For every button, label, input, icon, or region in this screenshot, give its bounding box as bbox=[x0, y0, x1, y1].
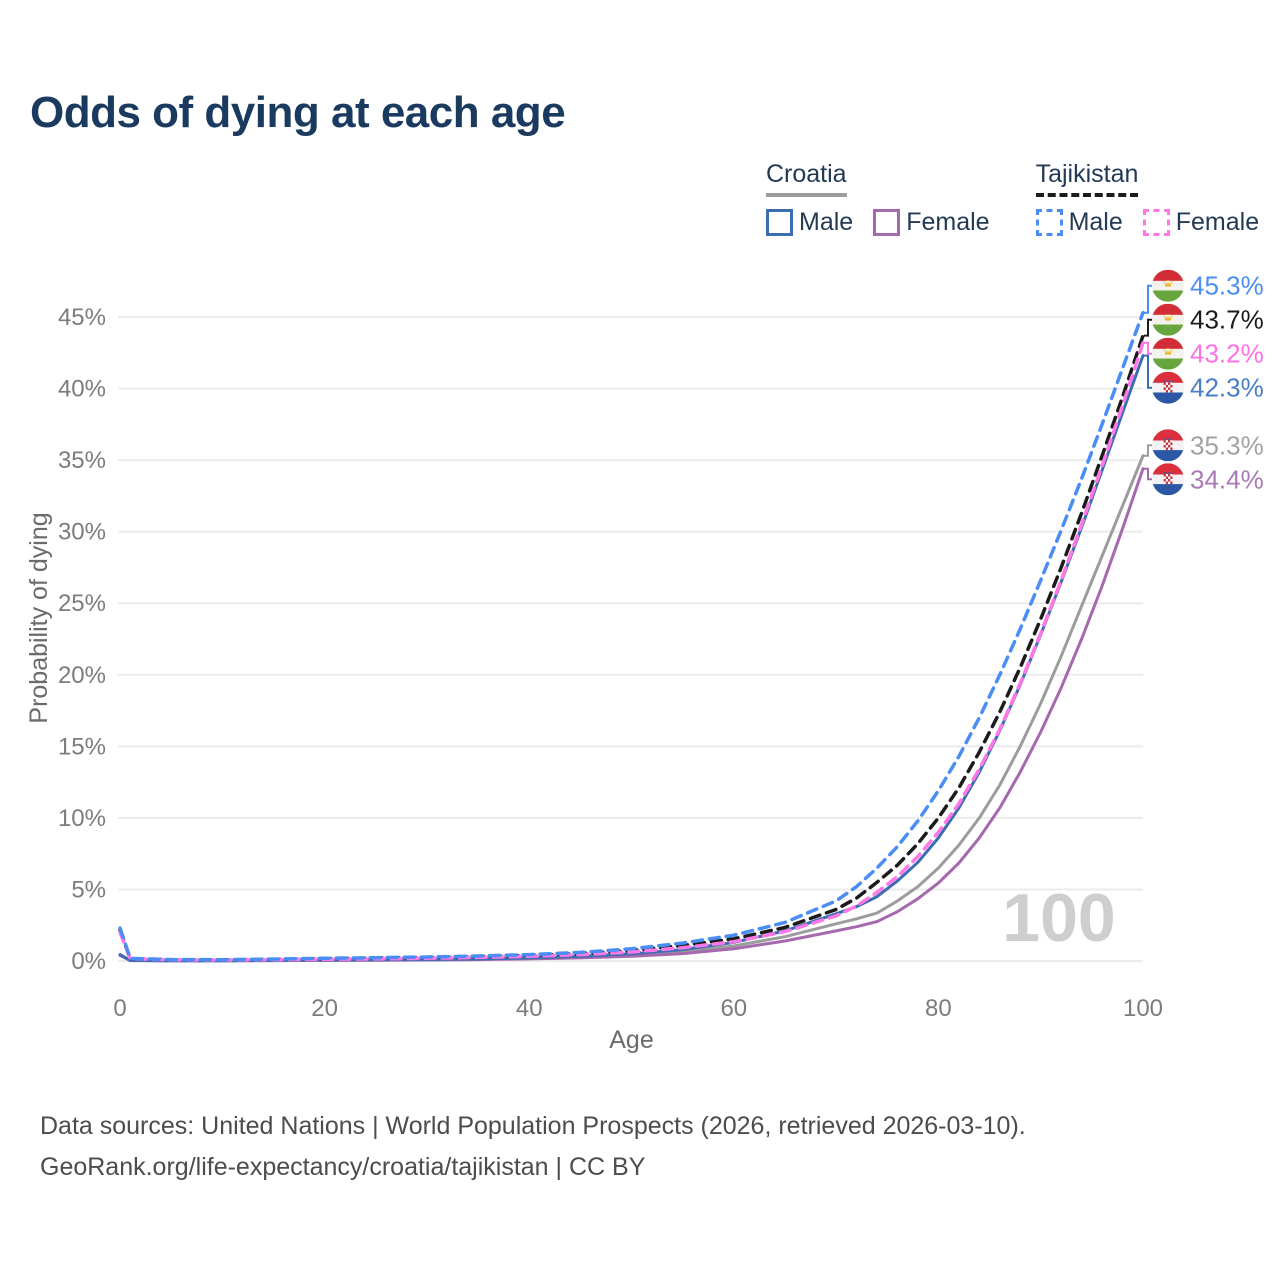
legend-tajikistan-male[interactable]: Male bbox=[1035, 208, 1123, 237]
y-tick-35: 35% bbox=[58, 447, 106, 474]
legend-croatia-female-label: Female bbox=[906, 208, 990, 236]
chart-footer: Data sources: United Nations | World Pop… bbox=[40, 1106, 1026, 1188]
age-watermark: 100 bbox=[1002, 880, 1115, 956]
attribution-line: GeoRank.org/life-expectancy/croatia/taji… bbox=[40, 1153, 646, 1181]
series-line-tajikistan-female[interactable] bbox=[118, 341, 1145, 962]
label-connector-tajikistan-male bbox=[1144, 284, 1152, 314]
croatia-flag-icon bbox=[1152, 429, 1184, 461]
x-tick-0: 0 bbox=[113, 995, 126, 1022]
end-label-croatia-male: 42.3% bbox=[1190, 373, 1264, 403]
croatia-flag-icon bbox=[1152, 372, 1184, 404]
y-tick-30: 30% bbox=[58, 519, 106, 546]
y-axis-title: Probability of dying bbox=[25, 512, 53, 723]
y-tick-10: 10% bbox=[58, 805, 106, 832]
series-line-croatia-male[interactable] bbox=[118, 354, 1145, 963]
croatia-male-swatch[interactable] bbox=[766, 209, 793, 236]
x-axis-title: Age bbox=[609, 1026, 653, 1054]
croatia-female-swatch[interactable] bbox=[873, 209, 901, 236]
x-tick-60: 60 bbox=[720, 995, 747, 1022]
y-tick-25: 25% bbox=[58, 590, 106, 617]
data-sources-line: Data sources: United Nations | World Pop… bbox=[40, 1112, 1026, 1140]
legend-tajikistan-male-label: Male bbox=[1068, 208, 1123, 236]
x-tick-100: 100 bbox=[1123, 995, 1163, 1022]
legend-croatia-female[interactable]: Female bbox=[873, 208, 990, 237]
legend-tajikistan-title: Tajikistan bbox=[1035, 160, 1139, 197]
legend-tajikistan-female-label: Female bbox=[1175, 208, 1260, 236]
series-line-tajikistan-both[interactable] bbox=[118, 333, 1145, 962]
label-connector-croatia-male bbox=[1144, 354, 1152, 389]
end-label-croatia-female: 34.4% bbox=[1190, 464, 1264, 494]
x-tick-40: 40 bbox=[516, 995, 543, 1022]
x-tick-20: 20 bbox=[311, 995, 338, 1022]
tajikistan-flag-icon bbox=[1152, 304, 1184, 336]
label-connector-tajikistan-female bbox=[1144, 341, 1152, 355]
end-label-tajikistan-both: 43.7% bbox=[1190, 305, 1264, 335]
legend-croatia-male[interactable]: Male bbox=[766, 208, 853, 237]
y-tick-20: 20% bbox=[58, 662, 106, 689]
tajikistan-flag-icon bbox=[1152, 270, 1184, 302]
label-connector-croatia-female bbox=[1144, 467, 1152, 481]
end-label-croatia-both: 35.3% bbox=[1190, 430, 1264, 460]
y-tick-40: 40% bbox=[58, 376, 106, 403]
series-line-croatia-female[interactable] bbox=[118, 467, 1145, 963]
page-title: Odds of dying at each age bbox=[30, 88, 566, 137]
legend-croatia-male-label: Male bbox=[799, 208, 854, 236]
croatia-flag-icon bbox=[1152, 463, 1184, 495]
legend-croatia-title: Croatia bbox=[766, 160, 847, 197]
y-tick-0: 0% bbox=[71, 948, 106, 975]
end-label-tajikistan-female: 43.2% bbox=[1190, 339, 1264, 369]
series-line-tajikistan-male[interactable] bbox=[118, 310, 1145, 962]
y-tick-5: 5% bbox=[71, 876, 106, 903]
tajikistan-female-swatch[interactable] bbox=[1142, 209, 1170, 236]
legend-group-croatia: Croatia Male Female bbox=[766, 160, 990, 237]
tajikistan-male-swatch[interactable] bbox=[1035, 209, 1063, 236]
label-connector-tajikistan-both bbox=[1144, 318, 1152, 337]
y-tick-45: 45% bbox=[58, 304, 106, 331]
chart-legend: Croatia Male Female Tajikistan Male Fema… bbox=[766, 160, 1259, 237]
x-tick-80: 80 bbox=[925, 995, 952, 1022]
end-label-tajikistan-male: 45.3% bbox=[1190, 271, 1264, 301]
legend-group-tajikistan: Tajikistan Male Female bbox=[1035, 160, 1260, 237]
legend-tajikistan-female[interactable]: Female bbox=[1142, 208, 1260, 237]
label-connector-croatia-both bbox=[1144, 444, 1152, 457]
tajikistan-flag-icon bbox=[1152, 338, 1184, 370]
y-tick-15: 15% bbox=[58, 733, 106, 760]
